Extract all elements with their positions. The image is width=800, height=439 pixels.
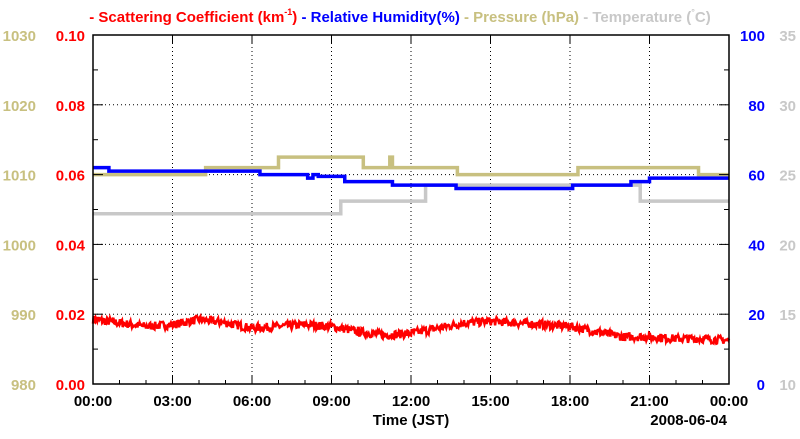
legend-entry-2: - Pressure (hPa) bbox=[464, 9, 583, 26]
x-tick-label: 18:00 bbox=[551, 393, 589, 410]
x-tick-label: 06:00 bbox=[233, 393, 271, 410]
legend-entry-0: - Scattering Coefficient (km bbox=[89, 9, 284, 26]
scattering-tick-label: 0.08 bbox=[56, 98, 85, 115]
humidity-tick-label: 60 bbox=[748, 168, 765, 185]
pressure-tick-label: 1030 bbox=[3, 28, 36, 45]
x-tick-label: 00:00 bbox=[74, 393, 112, 410]
legend-entry-suffix: C) bbox=[695, 9, 711, 26]
humidity-tick-label: 80 bbox=[748, 98, 765, 115]
series-line-scattering bbox=[91, 312, 731, 347]
temperature-tick-label: 10 bbox=[779, 377, 796, 394]
series-line-humidity bbox=[93, 165, 729, 191]
humidity-tick-label: 100 bbox=[740, 28, 765, 45]
temperature-tick-label: 35 bbox=[779, 28, 796, 45]
scattering-tick-label: 0.10 bbox=[56, 28, 85, 45]
humidity-tick-label: 40 bbox=[748, 237, 765, 254]
legend-entry-1: - Relative Humidity(%) bbox=[301, 9, 464, 26]
pressure-tick-label: 1010 bbox=[3, 168, 36, 185]
pressure-tick-label: 990 bbox=[11, 307, 36, 324]
series-line-pressure bbox=[93, 155, 729, 177]
temperature-tick-label: 30 bbox=[779, 98, 796, 115]
x-axis-title: Time (JST) bbox=[373, 412, 449, 429]
x-tick-label: 12:00 bbox=[392, 393, 430, 410]
scattering-tick-label: 0.02 bbox=[56, 307, 85, 324]
legend-superscript: ° bbox=[691, 7, 695, 17]
date-label: 2008-06-04 bbox=[650, 412, 727, 429]
legend-superscript: -1 bbox=[284, 7, 292, 17]
scattering-tick-label: 0.06 bbox=[56, 168, 85, 185]
x-tick-label: 00:00 bbox=[710, 393, 748, 410]
temperature-tick-label: 25 bbox=[779, 168, 796, 185]
x-tick-label: 09:00 bbox=[312, 393, 350, 410]
scattering-tick-label: 0.00 bbox=[56, 377, 85, 394]
pressure-tick-label: 980 bbox=[11, 377, 36, 394]
x-tick-label: 15:00 bbox=[471, 393, 509, 410]
x-tick-label: 03:00 bbox=[153, 393, 191, 410]
axis-labels: 00:00 03:00 06:00 09:00 12:00 15:00 18:00 21:00… bbox=[3, 28, 796, 410]
legend-entry-3: - Temperature ( bbox=[583, 9, 691, 26]
chart-legend: - Scattering Coefficient (km-1) - Relati… bbox=[89, 7, 710, 26]
humidity-tick-label: 20 bbox=[748, 307, 765, 324]
x-tick-label: 21:00 bbox=[630, 393, 668, 410]
temperature-tick-label: 20 bbox=[779, 237, 796, 254]
scattering-tick-label: 0.04 bbox=[56, 237, 86, 254]
axis-ticks bbox=[92, 34, 730, 385]
series-line-temperature bbox=[93, 183, 729, 216]
pressure-tick-label: 1000 bbox=[3, 237, 36, 254]
temperature-tick-label: 15 bbox=[779, 307, 796, 324]
pressure-tick-label: 1020 bbox=[3, 98, 36, 115]
legend-entry-suffix: ) bbox=[292, 9, 301, 26]
humidity-tick-label: 0 bbox=[757, 377, 765, 394]
series-layer bbox=[91, 155, 731, 347]
